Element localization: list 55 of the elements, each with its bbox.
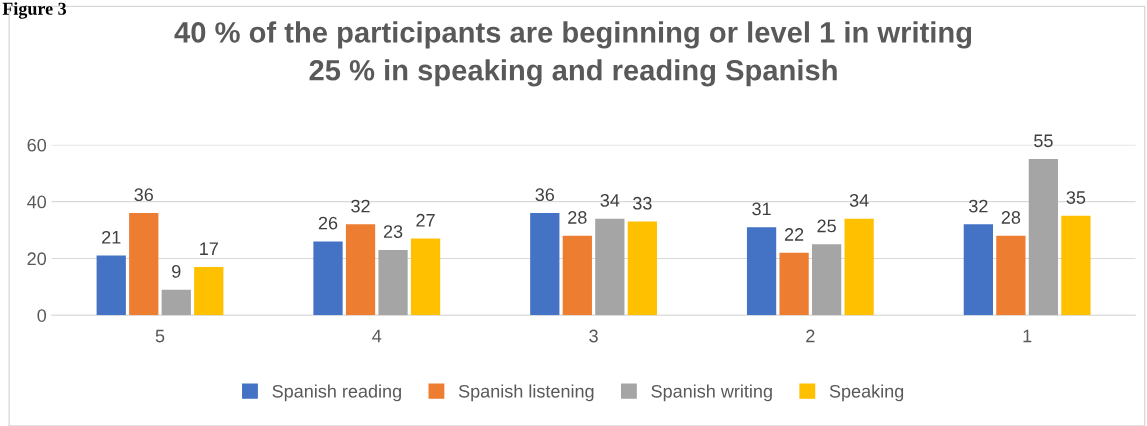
bar (595, 218, 625, 316)
data-label: 34 (600, 193, 620, 207)
legend-label: Spanish reading (272, 384, 401, 402)
data-label: 31 (752, 202, 771, 216)
data-label: 25 (817, 219, 836, 233)
data-label: 22 (784, 228, 804, 241)
data-label: 33 (633, 196, 652, 210)
data-label: 55 (1034, 134, 1053, 148)
data-label: 23 (383, 225, 403, 239)
legend-label: Speaking (829, 384, 904, 402)
data-label: 28 (1001, 211, 1021, 224)
data-label: 28 (568, 211, 587, 224)
bar (779, 252, 809, 316)
y-tick-label: 0 (37, 309, 47, 322)
x-tick-label: 1 (1023, 329, 1032, 343)
legend-label: Spanish listening (458, 384, 594, 402)
bar (996, 235, 1026, 316)
bar (345, 224, 376, 316)
x-tick-label: 3 (589, 329, 598, 343)
data-label: 32 (969, 199, 988, 213)
bar (194, 266, 224, 316)
data-label: 21 (102, 230, 121, 244)
bar (1061, 215, 1091, 316)
bar (96, 255, 126, 316)
data-label: 36 (134, 188, 153, 202)
data-label: 27 (416, 213, 435, 227)
legend-label: Spanish writing (651, 384, 772, 402)
bar (963, 224, 993, 316)
data-label: 35 (1066, 191, 1086, 204)
y-tick-label: 40 (27, 195, 47, 209)
data-label: 34 (849, 193, 869, 207)
bar (313, 241, 343, 316)
bar (129, 213, 159, 316)
bar (410, 238, 441, 316)
bar (746, 227, 777, 316)
data-label: 17 (200, 242, 218, 255)
bar (378, 249, 408, 316)
bar (530, 213, 560, 316)
data-label: 32 (351, 199, 370, 213)
x-tick-label: 5 (155, 329, 165, 343)
bar (1028, 159, 1059, 316)
y-tick-label: 60 (27, 138, 47, 152)
bar (161, 289, 191, 316)
x-tick-label: 2 (806, 329, 815, 343)
data-label: 9 (172, 264, 181, 278)
bar (562, 235, 592, 316)
data-label: 36 (535, 188, 555, 202)
caption: Figure 3 (2, 2, 67, 19)
data-label: 26 (318, 216, 338, 230)
bar (811, 244, 842, 316)
chart-title: 40 % of the participants are beginning or level 1 in writing 25 % in speaking and reading Spanish (174, 21, 972, 87)
bar (844, 218, 874, 316)
bar (627, 221, 657, 316)
x-tick-label: 4 (372, 329, 382, 343)
y-tick-label: 20 (27, 252, 47, 266)
